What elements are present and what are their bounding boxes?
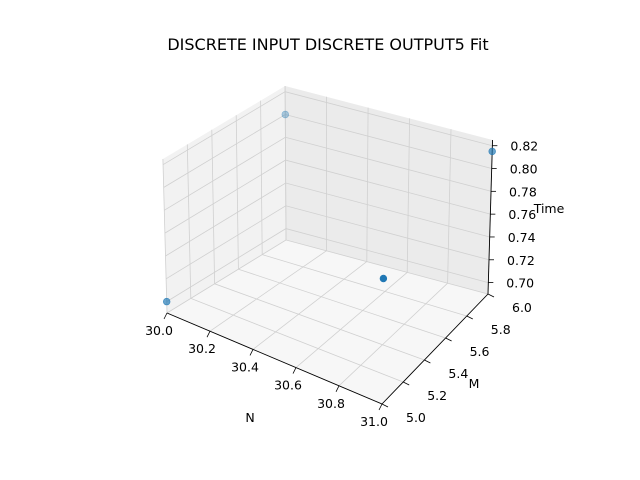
tick-labels: 30.0 30.2 30.4 30.6 30.8 31.0 5.05.25.45.65.86…	[145, 139, 538, 429]
x-tick-label: 30.8	[317, 396, 345, 411]
grid-line-z	[165, 205, 490, 280]
pane-left	[162, 86, 286, 313]
x-tick-mark	[335, 385, 340, 392]
z-axis-label: Time	[533, 201, 565, 216]
grid-line-z	[163, 136, 492, 211]
x-tick-mark	[292, 367, 297, 374]
data-point	[281, 110, 289, 119]
y-tick-mark	[445, 337, 452, 342]
grid-line-z	[163, 114, 492, 188]
scatter-points	[163, 110, 496, 306]
axis-lines	[166, 139, 493, 405]
y-axis-label: M	[469, 376, 480, 391]
y-tick-mark	[424, 359, 431, 364]
y-tick-mark	[381, 403, 389, 408]
y-tick-label: 5.8	[491, 322, 511, 337]
chart-title: DISCRETE INPUT DISCRETE OUTPUT5 Fit	[167, 35, 488, 54]
x-tick-label: 31.0	[360, 414, 388, 429]
y-axis-line	[381, 293, 489, 405]
y-tick-mark	[466, 315, 473, 320]
y-tick-mark	[487, 293, 495, 298]
x-tick-label: 30.0	[145, 323, 173, 338]
y-tick-label: 6.0	[512, 300, 532, 315]
grid-line-z	[166, 228, 489, 302]
x-tick-mark	[206, 331, 211, 338]
z-tick-label: 0.70	[506, 276, 534, 291]
grid-line-z	[164, 159, 491, 234]
x-tick-mark	[163, 312, 168, 320]
x-tick-label: 30.2	[188, 341, 216, 356]
x-axis-label: N	[245, 410, 254, 425]
x-tick-mark	[249, 349, 254, 356]
z-tick-label: 0.78	[509, 184, 537, 199]
grid-line-z	[162, 91, 493, 166]
z-tick-label: 0.82	[510, 139, 538, 154]
y-tick-label: 5.0	[406, 410, 426, 425]
tick-marks	[163, 145, 498, 411]
x-axis-line	[166, 312, 383, 405]
z-tick-label: 0.72	[507, 253, 535, 268]
z-tick-label: 0.74	[508, 230, 536, 245]
data-point	[163, 297, 171, 306]
z-tick-label: 0.80	[510, 162, 538, 177]
y-tick-label: 5.6	[470, 344, 490, 359]
y-tick-mark	[403, 381, 410, 386]
y-tick-label: 5.2	[427, 388, 447, 403]
x-tick-mark	[378, 403, 383, 411]
y-tick-label: 5.4	[448, 366, 468, 381]
z-axis-line	[487, 139, 493, 295]
x-tick-label: 30.6	[274, 378, 302, 393]
x-tick-label: 30.4	[231, 359, 259, 374]
z-tick-label: 0.76	[508, 207, 536, 222]
data-point	[488, 147, 496, 156]
data-point	[379, 274, 388, 283]
grid-line-z	[165, 182, 490, 257]
pane-floor	[167, 240, 488, 404]
